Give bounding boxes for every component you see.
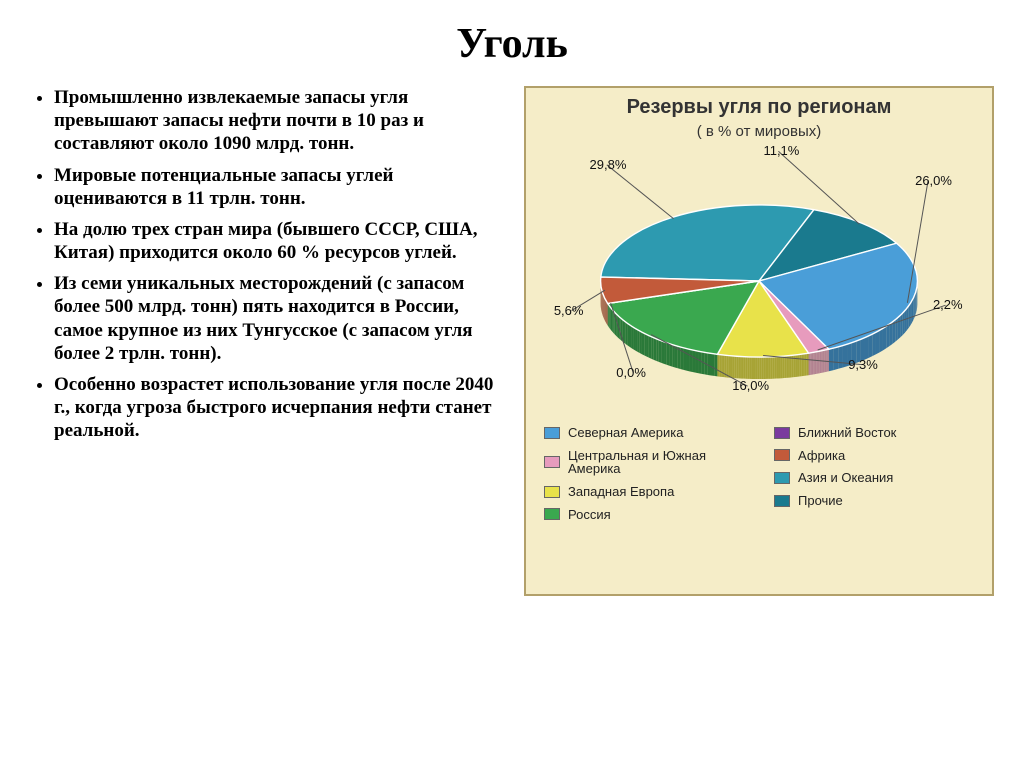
chart-subtitle: ( в % от мировых) — [536, 123, 982, 140]
chart-panel: Резервы угля по регионам ( в % от мировы… — [524, 86, 994, 596]
legend-label: Ближний Восток — [798, 426, 896, 440]
legend-label: Россия — [568, 508, 611, 522]
legend-item: Центральная и Южная Америка — [544, 449, 744, 476]
legend-label: Центральная и Южная Америка — [568, 449, 744, 476]
bullet-item: На долю трех стран мира (бывшего СССР, С… — [54, 218, 500, 264]
legend-label: Западная Европа — [568, 485, 674, 499]
legend-swatch — [544, 427, 560, 439]
bullet-list: Промышленно извлекаемые запасы угля прев… — [30, 86, 500, 450]
legend-label: Азия и Океания — [798, 471, 893, 485]
slice-label-russia: 16,0% — [732, 378, 769, 393]
bullet-item: Промышленно извлекаемые запасы угля прев… — [54, 86, 500, 156]
slide: Уголь Промышленно извлекаемые запасы угл… — [0, 0, 1024, 767]
legend-item: Северная Америка — [544, 426, 744, 440]
bullet-item: Из семи уникальных месторождений (с запа… — [54, 272, 500, 365]
bullet-item: Мировые потенциальные запасы углей оцени… — [54, 164, 500, 210]
legend-col-left: Северная Америка Центральная и Южная Амер… — [544, 426, 744, 521]
slice-label-other: 11,1% — [763, 143, 799, 158]
slice-label-west_europe: 9,3% — [848, 357, 878, 372]
legend-item: Россия — [544, 508, 744, 522]
legend-item: Ближний Восток — [774, 426, 974, 440]
legend-swatch — [544, 486, 560, 498]
legend-item: Азия и Океания — [774, 471, 974, 485]
chart-title: Резервы угля по регионам — [536, 96, 982, 119]
slice-label-asia_oceania: 29,8% — [590, 157, 627, 172]
legend-swatch — [774, 427, 790, 439]
legend-swatch — [774, 449, 790, 461]
slice-label-africa: 5,6% — [554, 303, 584, 318]
slice-label-cs_america: 2,2% — [933, 297, 963, 312]
legend-swatch — [774, 472, 790, 484]
bullet-item: Особенно возрастет использование угля по… — [54, 373, 500, 443]
pie-area: 29,8% 11,1% 26,0% 2,2% 9,3% 16,0% 0,0% 5,6% — [536, 146, 982, 416]
slice-label-north_america: 26,0% — [915, 173, 952, 188]
legend-swatch — [544, 508, 560, 520]
legend-item: Африка — [774, 449, 974, 463]
legend-item: Западная Европа — [544, 485, 744, 499]
legend-label: Африка — [798, 449, 845, 463]
legend-swatch — [544, 456, 560, 468]
legend-swatch — [774, 495, 790, 507]
legend-label: Прочие — [798, 494, 843, 508]
legend-col-right: Ближний Восток Африка Азия и Океания Прочие — [774, 426, 974, 521]
slice-label-mid_east: 0,0% — [616, 365, 646, 380]
legend: Северная Америка Центральная и Южная Амер… — [536, 426, 982, 521]
page-title: Уголь — [30, 20, 994, 68]
legend-item: Прочие — [774, 494, 974, 508]
legend-label: Северная Америка — [568, 426, 683, 440]
content-row: Промышленно извлекаемые запасы угля прев… — [30, 86, 994, 596]
